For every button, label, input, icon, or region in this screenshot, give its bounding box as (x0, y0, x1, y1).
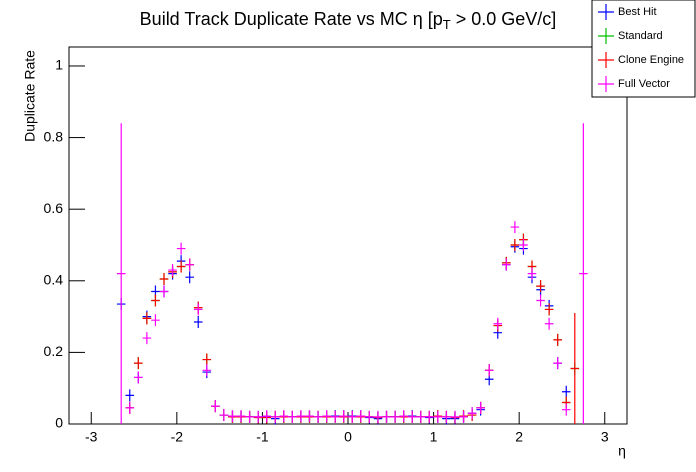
data-point (193, 303, 203, 316)
data-point (253, 410, 263, 423)
data-point (579, 123, 588, 424)
data-point (262, 410, 271, 423)
legend-label: Full Vector (618, 78, 670, 90)
data-point (142, 332, 152, 345)
data-point (202, 364, 212, 377)
data-point (176, 242, 186, 255)
data-point (510, 238, 520, 251)
data-point (236, 410, 246, 423)
legend-label: Clone Engine (618, 54, 684, 66)
data-point (467, 407, 477, 420)
data-point (279, 410, 289, 423)
data-point (202, 353, 212, 366)
data-point (339, 410, 348, 423)
data-point (125, 401, 135, 414)
data-point (151, 294, 160, 307)
data-point (228, 410, 237, 423)
legend-marker (598, 52, 614, 68)
data-point (305, 410, 314, 423)
data-point (502, 258, 511, 271)
data-point (142, 312, 152, 325)
data-point (450, 410, 460, 423)
data-point (211, 400, 220, 413)
legend-label: Standard (618, 30, 663, 42)
x-tick-label: 0 (344, 429, 352, 445)
data-point (561, 385, 571, 398)
y-tick-label: 0.2 (44, 343, 64, 359)
y-tick-label: 0.8 (44, 128, 64, 144)
data-point (185, 271, 194, 284)
data-point (544, 303, 554, 316)
data-point (296, 410, 306, 423)
data-point (288, 410, 297, 423)
data-point (176, 260, 186, 273)
x-tick-label: 2 (515, 429, 523, 445)
data-point (493, 317, 503, 330)
data-point (134, 357, 143, 370)
data-point (365, 410, 374, 423)
data-point (544, 317, 554, 330)
data-point (159, 285, 169, 298)
data-point (527, 267, 537, 280)
x-tick-label: -1 (256, 429, 269, 445)
x-tick-label: 3 (601, 429, 609, 445)
data-point (425, 410, 434, 423)
data-point (553, 357, 562, 370)
x-tick-label: -3 (85, 429, 98, 445)
data-point (459, 410, 468, 423)
data-point (561, 403, 571, 416)
data-point (219, 409, 229, 422)
data-point (399, 410, 408, 423)
legend-marker (598, 76, 614, 92)
data-point (134, 371, 143, 384)
data-point (510, 221, 520, 234)
title-subscript: T (443, 17, 451, 32)
chart-title: Build Track Duplicate Rate vs MC η [pT >… (140, 9, 557, 33)
data-point (151, 314, 160, 327)
data-point (330, 410, 340, 423)
data-point (348, 410, 357, 423)
data-point (536, 294, 545, 307)
y-axis-label: Duplicate Rate (22, 50, 38, 142)
data-point (416, 410, 426, 423)
x-axis-label: η (618, 443, 626, 459)
data-point (270, 410, 280, 423)
data-point (185, 258, 194, 271)
title-text: Build Track Duplicate Rate vs MC η [p (140, 9, 443, 29)
legend-marker (598, 28, 614, 44)
x-tick-label: -2 (171, 429, 184, 445)
data-point (536, 280, 545, 293)
data-point (193, 315, 203, 328)
data-point (553, 333, 562, 346)
y-tick-label: 0 (55, 415, 63, 431)
title-text: > 0.0 GeV/c] (451, 9, 557, 29)
data-point (125, 389, 135, 402)
data-point (168, 264, 177, 277)
data-point (433, 410, 443, 423)
data-point (159, 273, 169, 285)
data-point (356, 410, 366, 423)
data-point (484, 364, 494, 377)
data-point (407, 410, 417, 423)
data-point (519, 238, 528, 251)
data-point (116, 123, 126, 424)
data-point (442, 410, 451, 423)
y-tick-label: 0.6 (44, 200, 64, 216)
data-point (390, 410, 400, 423)
data-point (373, 410, 383, 423)
data-point (382, 410, 391, 423)
y-tick-label: 1 (55, 57, 63, 73)
y-tick-label: 0.4 (44, 271, 64, 287)
data-point (322, 410, 331, 423)
legend (591, 0, 696, 98)
legend-label: Best Hit (618, 6, 657, 18)
legend-marker (598, 4, 614, 20)
data-point (570, 313, 580, 424)
data-point (313, 410, 323, 423)
data-point (245, 410, 254, 423)
x-tick-label: 1 (430, 429, 438, 445)
data-point (476, 401, 485, 414)
